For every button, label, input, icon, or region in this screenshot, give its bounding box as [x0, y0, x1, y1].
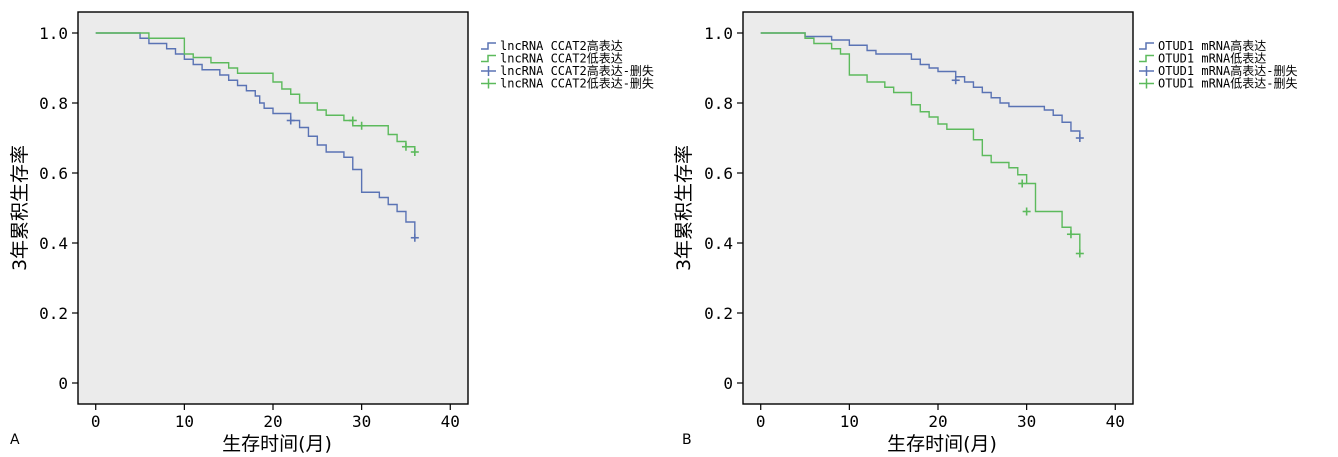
x-axis-title-a: 生存时间(月)	[222, 433, 332, 455]
series-line-high-a	[95, 32, 416, 238]
y-axis-b: 0 0.2 0.4 0.6 0.8 1.0	[704, 24, 743, 393]
plot-area-b	[742, 11, 1134, 405]
censor-mark-low	[410, 148, 419, 156]
x-tick-label: 30	[1017, 412, 1036, 431]
x-tick-label: 40	[1106, 412, 1125, 431]
legend-label: lncRNA CCAT2高表达	[500, 38, 623, 53]
censor-mark-high	[286, 116, 295, 125]
x-tick-label: 0	[91, 412, 101, 431]
legend-label: OTUD1 mRNA高表达	[1158, 38, 1266, 53]
censor-mark-low	[1066, 230, 1075, 239]
legend-item: lncRNA CCAT2高表达-删失	[481, 63, 654, 78]
y-tick-label: 0	[723, 374, 733, 393]
y-tick-label: 0.8	[39, 94, 68, 113]
series-line-high-b	[760, 32, 1081, 138]
legend-item: lncRNA CCAT2低表达-删失	[481, 76, 654, 91]
series-line-low-a	[95, 32, 416, 152]
censor-mark-low	[1018, 179, 1027, 188]
legend-item: OTUD1 mRNA高表达-删失	[1139, 63, 1297, 78]
censor-mark-low	[348, 116, 357, 125]
legend-item: lncRNA CCAT2高表达	[481, 38, 623, 53]
x-tick-label: 10	[175, 412, 194, 431]
y-tick-label: 0.4	[39, 234, 68, 253]
legend-label: lncRNA CCAT2低表达-删失	[500, 76, 654, 91]
panel-label-b: B	[682, 432, 692, 448]
x-tick-label: 30	[352, 412, 371, 431]
legend-label: OTUD1 mRNA低表达-删失	[1158, 76, 1297, 91]
censor-mark-low	[1022, 207, 1031, 216]
legend-label: lncRNA CCAT2高表达-删失	[500, 63, 654, 78]
legend-label: OTUD1 mRNA低表达	[1158, 52, 1266, 66]
x-axis-b: 0 10 20 30 40	[756, 404, 1125, 431]
x-tick-label: 40	[441, 412, 460, 431]
y-tick-label: 1.0	[39, 24, 68, 43]
x-tick-label: 0	[756, 412, 766, 431]
censor-mark-high	[1075, 134, 1084, 142]
legend-label: OTUD1 mRNA高表达-删失	[1158, 63, 1297, 78]
plot-area-a	[77, 11, 469, 405]
y-tick-label: 0.2	[704, 304, 733, 323]
censor-mark-low	[401, 142, 410, 151]
legend-item: OTUD1 mRNA低表达-删失	[1139, 76, 1297, 91]
y-tick-label: 1.0	[704, 24, 733, 43]
censor-mark-high	[951, 76, 960, 85]
panel-label-a: A	[10, 432, 20, 448]
y-axis-a: 0 0.2 0.4 0.6 0.8 1.0	[39, 24, 78, 393]
series-layer-a	[95, 32, 419, 242]
y-axis-title-a: 3年累积生存率	[9, 145, 31, 271]
y-tick-label: 0	[58, 374, 68, 393]
x-tick-label: 20	[263, 412, 282, 431]
legend-item: OTUD1 mRNA低表达	[1139, 52, 1266, 66]
x-tick-label: 10	[840, 412, 859, 431]
y-tick-label: 0.4	[704, 234, 733, 253]
legend-label: lncRNA CCAT2低表达	[500, 52, 623, 66]
y-tick-label: 0.6	[39, 164, 68, 183]
censor-mark-low	[1075, 249, 1084, 258]
y-tick-label: 0.6	[704, 164, 733, 183]
x-axis-a: 0 10 20 30 40	[91, 404, 460, 431]
x-axis-title-b: 生存时间(月)	[887, 433, 997, 455]
km-panel-b: 0 10 20 30 40 0 0.2 0.4 0.6 0.8 1.0 生存时间(月) 3年累积生…	[673, 11, 1297, 455]
censor-mark-high	[410, 233, 419, 242]
legend-item: lncRNA CCAT2低表达	[481, 52, 623, 66]
km-panel-a: 0 10 20 30 40 0 0.2 0.4 0.6 0.8 1.0 生存时间(月) 3年累积生…	[9, 11, 654, 455]
y-axis-title-b: 3年累积生存率	[673, 145, 695, 271]
series-line-low-b	[760, 32, 1081, 254]
x-tick-label: 20	[928, 412, 947, 431]
censor-mark-low	[357, 121, 366, 130]
legend-item: OTUD1 mRNA高表达	[1139, 38, 1266, 53]
series-layer-b	[760, 32, 1084, 258]
y-tick-label: 0.8	[704, 94, 733, 113]
y-tick-label: 0.2	[39, 304, 68, 323]
